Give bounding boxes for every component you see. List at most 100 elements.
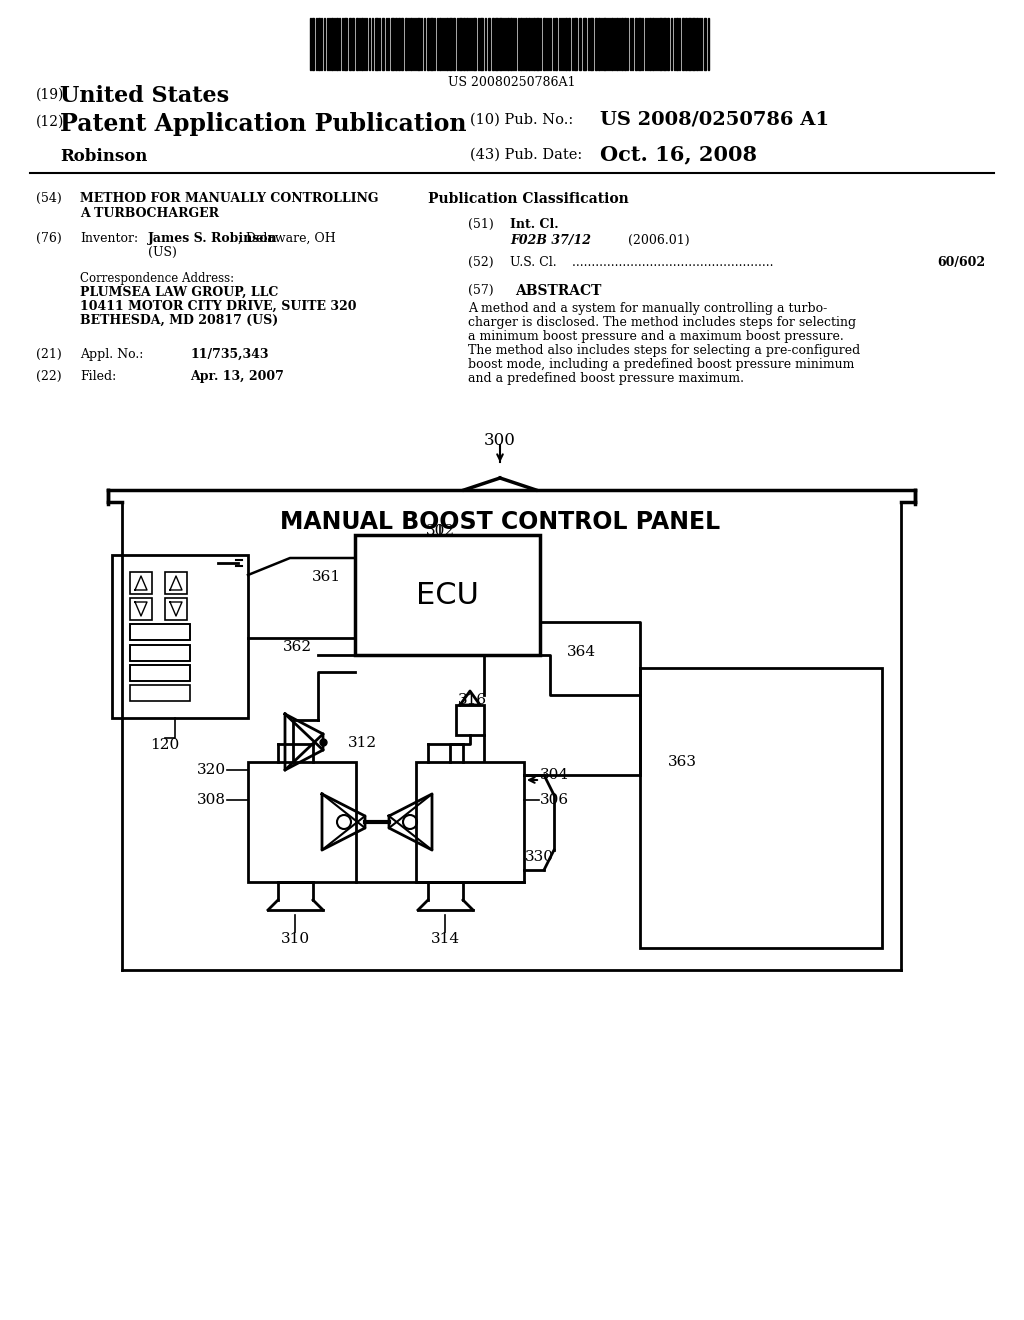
Bar xyxy=(652,18,654,70)
Bar xyxy=(635,18,637,70)
Bar xyxy=(398,18,400,70)
Bar xyxy=(480,18,483,70)
Bar xyxy=(130,598,152,620)
Text: F02B 37/12: F02B 37/12 xyxy=(510,234,591,247)
Bar xyxy=(355,535,540,655)
Bar xyxy=(130,645,190,661)
Bar xyxy=(395,18,397,70)
Bar xyxy=(685,18,687,70)
Text: 362: 362 xyxy=(283,640,312,653)
Text: (10) Pub. No.:: (10) Pub. No.: xyxy=(470,114,573,127)
Bar xyxy=(534,18,535,70)
Bar xyxy=(401,18,403,70)
Bar xyxy=(624,18,626,70)
Bar xyxy=(130,624,190,640)
Bar xyxy=(382,18,384,70)
Text: METHOD FOR MANUALLY CONTROLLING: METHOD FOR MANUALLY CONTROLLING xyxy=(80,191,379,205)
Bar xyxy=(621,18,623,70)
Text: (52): (52) xyxy=(468,256,494,269)
Bar xyxy=(449,18,452,70)
Text: US 20080250786A1: US 20080250786A1 xyxy=(449,77,575,88)
Text: (54): (54) xyxy=(36,191,61,205)
Bar xyxy=(611,18,613,70)
Bar xyxy=(391,18,394,70)
Text: U.S. Cl.: U.S. Cl. xyxy=(510,256,557,269)
Bar xyxy=(430,18,433,70)
Text: 308: 308 xyxy=(197,793,226,807)
Bar xyxy=(331,18,333,70)
Bar xyxy=(574,18,577,70)
Text: 330: 330 xyxy=(525,850,554,865)
Bar xyxy=(595,18,597,70)
Bar xyxy=(579,18,581,70)
Bar xyxy=(130,685,190,701)
Text: Inventor:: Inventor: xyxy=(80,232,138,246)
Text: 306: 306 xyxy=(540,793,569,807)
Text: 11/735,343: 11/735,343 xyxy=(190,348,268,360)
Text: United States: United States xyxy=(60,84,229,107)
Text: Oct. 16, 2008: Oct. 16, 2008 xyxy=(600,144,757,164)
Bar xyxy=(676,18,678,70)
Text: 364: 364 xyxy=(567,645,596,659)
Text: MANUAL BOOST CONTROL PANEL: MANUAL BOOST CONTROL PANEL xyxy=(280,510,720,535)
Text: 320: 320 xyxy=(197,763,226,777)
Text: 363: 363 xyxy=(668,755,697,770)
Text: and a predefined boost pressure maximum.: and a predefined boost pressure maximum. xyxy=(468,372,744,385)
Text: (US): (US) xyxy=(148,246,177,259)
Bar xyxy=(488,18,490,70)
Text: Appl. No.:: Appl. No.: xyxy=(80,348,143,360)
Bar xyxy=(543,18,545,70)
Text: A method and a system for manually controlling a turbo-: A method and a system for manually contr… xyxy=(468,302,827,315)
Bar xyxy=(598,18,600,70)
Bar xyxy=(528,18,530,70)
Text: Int. Cl.: Int. Cl. xyxy=(510,218,559,231)
Bar xyxy=(659,18,662,70)
Bar xyxy=(492,18,494,70)
Bar xyxy=(499,18,502,70)
Text: The method also includes steps for selecting a pre-configured: The method also includes steps for selec… xyxy=(468,345,860,356)
Text: Correspondence Address:: Correspondence Address: xyxy=(80,272,234,285)
Bar xyxy=(427,18,429,70)
Text: (76): (76) xyxy=(36,232,61,246)
Text: 304: 304 xyxy=(540,768,569,781)
Text: Robinson: Robinson xyxy=(60,148,147,165)
Bar xyxy=(439,18,441,70)
Bar xyxy=(410,18,412,70)
Text: (51): (51) xyxy=(468,218,494,231)
Bar xyxy=(165,572,187,594)
Text: , Delaware, OH: , Delaware, OH xyxy=(239,232,336,246)
Bar xyxy=(565,18,567,70)
Text: a minimum boost pressure and a maximum boost pressure.: a minimum boost pressure and a maximum b… xyxy=(468,330,844,343)
Bar xyxy=(352,18,354,70)
Bar xyxy=(406,18,407,70)
Bar xyxy=(520,18,522,70)
Bar xyxy=(165,598,187,620)
Bar xyxy=(248,762,356,882)
Bar xyxy=(456,705,484,735)
Bar xyxy=(473,18,476,70)
Text: (57): (57) xyxy=(468,284,494,297)
Bar xyxy=(356,18,358,70)
Bar xyxy=(344,18,347,70)
Bar xyxy=(312,18,314,70)
Bar xyxy=(112,554,248,718)
Text: (19): (19) xyxy=(36,88,65,102)
Text: Apr. 13, 2007: Apr. 13, 2007 xyxy=(190,370,284,383)
Bar xyxy=(667,18,669,70)
Text: 10411 MOTOR CITY DRIVE, SUITE 320: 10411 MOTOR CITY DRIVE, SUITE 320 xyxy=(80,300,356,313)
Text: (22): (22) xyxy=(36,370,61,383)
Text: 120: 120 xyxy=(151,738,179,752)
Text: US 2008/0250786 A1: US 2008/0250786 A1 xyxy=(600,110,829,128)
Bar xyxy=(692,18,695,70)
Text: ....................................................: ........................................… xyxy=(568,256,777,269)
Bar xyxy=(590,18,593,70)
Bar xyxy=(638,18,641,70)
Text: (21): (21) xyxy=(36,348,61,360)
Text: ECU: ECU xyxy=(416,581,479,610)
Bar xyxy=(688,18,691,70)
Text: BETHESDA, MD 20817 (US): BETHESDA, MD 20817 (US) xyxy=(80,314,279,327)
Text: PLUMSEA LAW GROUP, LLC: PLUMSEA LAW GROUP, LLC xyxy=(80,286,279,300)
Text: ABSTRACT: ABSTRACT xyxy=(515,284,601,298)
Text: Publication Classification: Publication Classification xyxy=(428,191,629,206)
Bar xyxy=(375,18,378,70)
